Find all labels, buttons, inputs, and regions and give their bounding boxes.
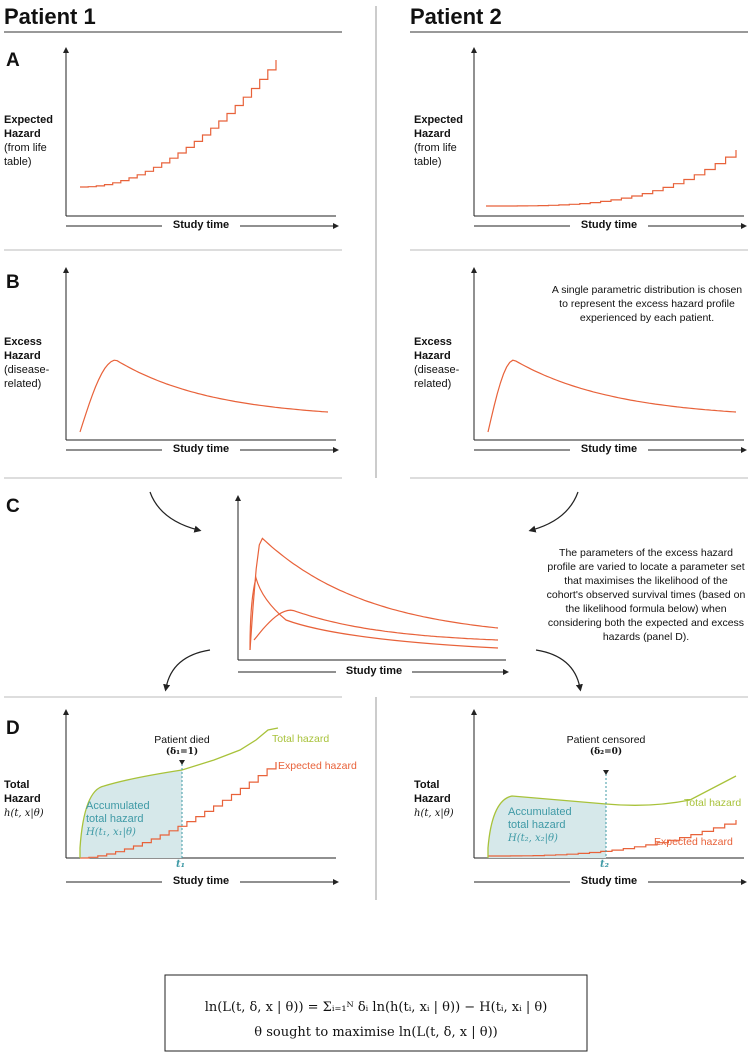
d2-event-sub: (δ₂=0) [589, 747, 623, 757]
panel-letter-a: A [6, 50, 20, 71]
d2-expected-hazard-curve [488, 820, 737, 857]
c-curve-mid-peak [253, 609, 499, 641]
d1-time-mark: t₁ [176, 859, 185, 870]
d1-accumulated-area [80, 770, 182, 858]
b2-excess-hazard-curve [487, 359, 737, 433]
xlabel-d1: Study time [172, 875, 230, 887]
a1-expected-hazard-curve [80, 60, 277, 188]
xlabel-d2: Study time [580, 875, 638, 887]
ylabel-b1: Excess Hazard (disease-related) [4, 336, 50, 390]
b1-excess-hazard-curve [79, 359, 329, 433]
ylabel-d1: Total Hazard h(t, x|θ) [4, 779, 44, 819]
likelihood-box [164, 974, 588, 1052]
d2-total-hazard-curve [487, 775, 737, 858]
d1-accum-label: Accumulated total hazard H(t₁, x₁|θ) [86, 800, 150, 838]
c-curve-high-peak [249, 537, 499, 651]
likelihood-objective: θ sought to maximise ln(L(t, δ, x | θ)) [254, 1025, 498, 1040]
d1-event-label: Patient died [154, 734, 210, 746]
panel-letter-c: C [6, 496, 20, 517]
d2-total-label: Total hazard [684, 797, 742, 809]
d2-event-marker [603, 770, 609, 775]
xlabel-a1: Study time [172, 219, 230, 231]
d1-expected-hazard-curve [80, 762, 277, 859]
ylabel-a1: Expected Hazard (from life table) [4, 114, 53, 168]
ylabel-a2: Expected Hazard (from life table) [414, 114, 463, 168]
curved-arrow-c-top-right [528, 491, 579, 533]
curved-arrow-c-bottom-right [535, 649, 583, 692]
d1-event-marker [179, 760, 185, 765]
note-panel-b: A single parametric distribution is chos… [551, 284, 743, 324]
d1-total-label: Total hazard [272, 733, 330, 745]
panel-letter-b: B [6, 272, 20, 293]
xlabel-b1: Study time [172, 443, 230, 455]
panel-letter-d: D [6, 718, 20, 739]
header-patient2: Patient 2 [410, 4, 502, 29]
ylabel-d2: Total Hazard h(t, x|θ) [414, 779, 454, 819]
d1-event-sub: (δ₁=1) [165, 747, 199, 757]
d2-time-mark: t₂ [600, 859, 609, 870]
c-curve-early-spike [249, 575, 499, 651]
d2-accumulated-area [488, 796, 606, 858]
curved-arrow-c-top-left [149, 491, 202, 533]
header-patient1: Patient 1 [4, 4, 96, 29]
likelihood-formula: ln(L(t, δ, x | θ)) = Σᵢ₌₁ᴺ δᵢ ln(h(tᵢ, x… [204, 1000, 548, 1015]
d2-event-label: Patient censored [566, 734, 646, 746]
ylabel-b2: Excess Hazard (disease-related) [414, 336, 460, 390]
xlabel-a2: Study time [580, 219, 638, 231]
d2-accum-label: Accumulated total hazard H(t₂, x₂|θ) [508, 806, 572, 844]
d1-expected-label: Expected hazard [278, 760, 357, 772]
d1-total-hazard-curve [79, 727, 279, 858]
d2-expected-label: Expected hazard [654, 836, 733, 848]
note-panel-c: The parameters of the excess hazard prof… [546, 547, 746, 643]
xlabel-b2: Study time [580, 443, 638, 455]
xlabel-c: Study time [345, 665, 403, 677]
a2-expected-hazard-curve [486, 150, 737, 207]
curved-arrow-c-bottom-left [163, 649, 211, 692]
